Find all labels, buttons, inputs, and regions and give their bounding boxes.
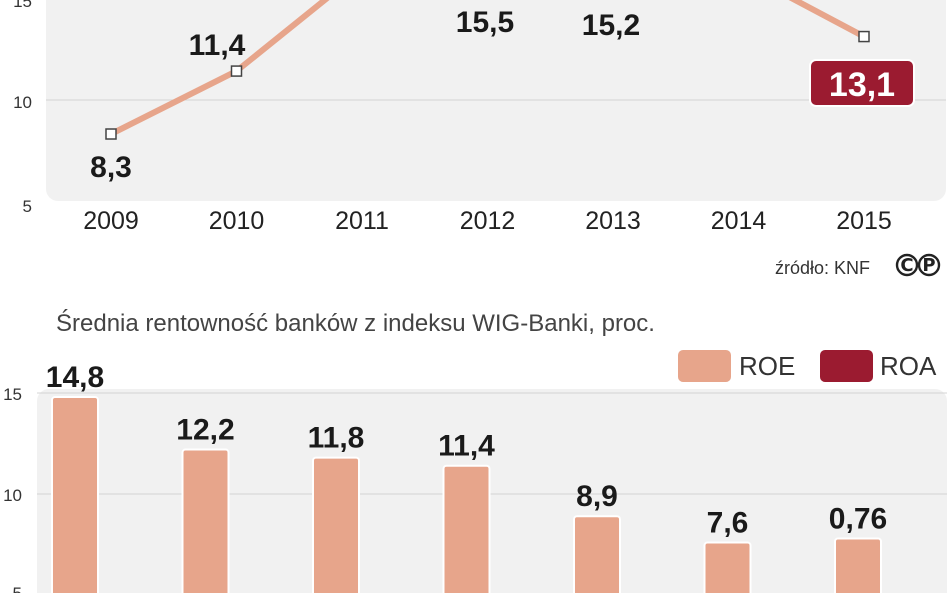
bar-data-label-7: 0,76	[829, 502, 887, 535]
bar-chart: Średnia rentowność banków z indeksu WIG-…	[3, 309, 947, 593]
line-point-2015	[858, 30, 870, 43]
copyright-logo-icon: C P	[895, 253, 941, 277]
bar-data-label-3: 11,8	[308, 422, 365, 455]
bar-series	[51, 396, 882, 593]
bar-4	[442, 464, 491, 593]
legend-swatch-roa	[820, 350, 873, 382]
bar-y-tick-10: 10	[3, 486, 22, 505]
x-tick-2011: 2011	[335, 207, 389, 235]
x-tick-2012: 2012	[460, 207, 516, 235]
bar-data-label-4: 11,4	[438, 430, 495, 463]
bar-data-labels: 14,8 12,2 11,8 11,4 8,9 7,6 0,76	[46, 361, 887, 539]
line-y-tick-5: 5	[23, 197, 32, 216]
highlight-badge-label: 13,1	[829, 66, 895, 104]
line-data-labels: 8,3 11,4 15,5 15,2	[90, 6, 640, 184]
svg-text:C: C	[900, 255, 913, 276]
source-text: źródło: KNF	[775, 258, 870, 278]
line-chart: 15 10 5 8,3 11,4 15,5 15,2 13,1 2009 2010 201…	[13, 0, 946, 235]
x-tick-2010: 2010	[209, 207, 265, 235]
bar-2	[181, 448, 230, 593]
bar-5	[573, 515, 621, 593]
line-point-2010	[230, 65, 243, 77]
legend-label-roa: ROA	[880, 351, 937, 381]
bar-data-label-1: 14,8	[46, 361, 104, 394]
highlight-badge-box	[809, 59, 915, 107]
x-tick-2015: 2015	[836, 207, 892, 235]
bar-data-label-2: 12,2	[176, 414, 234, 447]
line-point-2009	[105, 128, 117, 140]
x-tick-2013: 2013	[585, 207, 641, 235]
line-data-label-2012: 15,5	[456, 6, 514, 39]
legend-swatch-roe	[678, 350, 731, 382]
line-data-label-2009: 8,3	[90, 151, 132, 184]
line-data-label-2010: 11,4	[189, 29, 246, 62]
x-tick-2014: 2014	[711, 207, 767, 235]
bar-6	[703, 541, 752, 593]
highlight-badge: 13,1	[809, 59, 915, 107]
bar-y-tick-15: 15	[3, 385, 22, 404]
x-axis-years: 2009 2010 2011 2012 2013 2014 2015	[83, 207, 892, 235]
bar-7	[834, 537, 882, 593]
legend-label-roe: ROE	[739, 351, 795, 381]
legend: ROE ROA	[678, 350, 937, 382]
x-tick-2009: 2009	[83, 207, 139, 235]
bar-data-label-6: 7,6	[707, 506, 749, 539]
line-y-tick-10: 10	[13, 93, 32, 112]
bar-chart-panel	[37, 389, 947, 593]
bar-3	[312, 456, 360, 593]
svg-text:P: P	[922, 255, 935, 276]
line-y-tick-15: 15	[13, 0, 32, 11]
line-series	[105, 0, 870, 140]
bar-1	[51, 396, 99, 593]
line-data-label-2013: 15,2	[582, 9, 640, 42]
bar-y-tick-5: 5	[13, 584, 22, 593]
bar-chart-title: Średnia rentowność banków z indeksu WIG-…	[56, 309, 655, 337]
bar-data-label-5: 8,9	[576, 480, 618, 513]
